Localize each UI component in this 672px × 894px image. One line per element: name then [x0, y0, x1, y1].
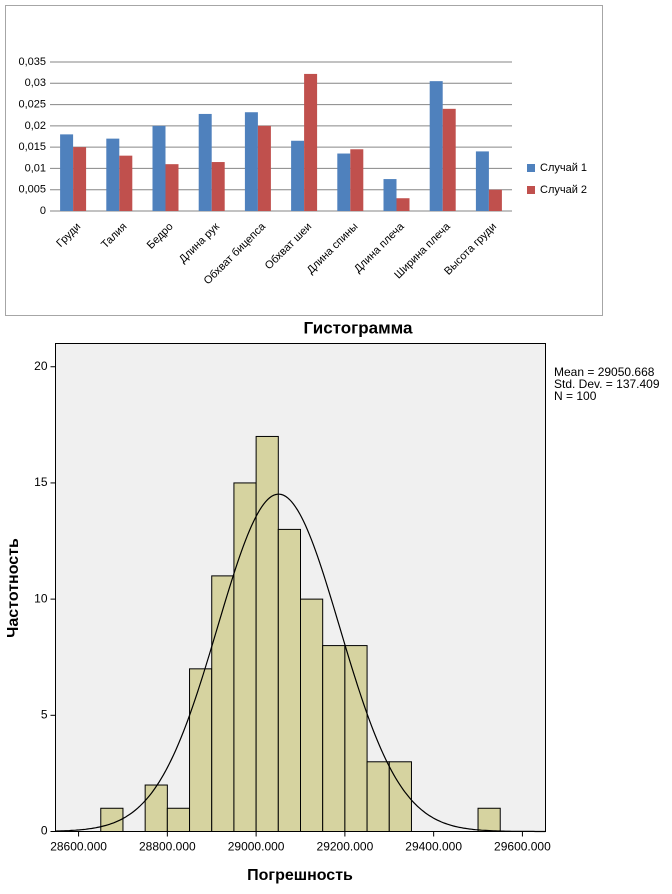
- bar: [442, 108, 456, 211]
- y-tick-label: 0,03: [25, 77, 46, 89]
- histogram-bar: [144, 784, 168, 832]
- bar: [488, 189, 502, 211]
- histogram-bar: [189, 668, 213, 832]
- y-tick-label: 0,005: [18, 184, 46, 196]
- stats-text: N = 100: [554, 389, 597, 403]
- legend-swatch: [527, 164, 535, 172]
- bar: [396, 198, 410, 211]
- y-tick-label: 0,015: [18, 141, 46, 153]
- histogram-bar: [277, 528, 302, 833]
- bar: [304, 73, 318, 211]
- bar: [198, 113, 212, 211]
- bar: [106, 138, 120, 211]
- bar: [475, 151, 489, 211]
- histogram-bar: [366, 761, 390, 832]
- bar: [429, 81, 443, 212]
- histogram-bar: [388, 761, 412, 832]
- x-tick-label: 29200.000: [317, 840, 374, 854]
- histogram-bar: [211, 575, 235, 833]
- y-tick-label: 0,025: [18, 98, 46, 110]
- histogram-bar: [233, 482, 257, 832]
- legend-swatch: [527, 186, 535, 194]
- x-tick-label: 29600.000: [494, 840, 551, 854]
- y-tick-label: 5: [41, 707, 48, 721]
- bar: [119, 155, 133, 211]
- x-tick-label: 28600.000: [50, 840, 107, 854]
- chart-title: Гистограмма: [304, 318, 413, 337]
- histogram-bar: [166, 807, 191, 832]
- x-tick-label: 29400.000: [405, 840, 462, 854]
- bar: [165, 164, 179, 211]
- bar: [257, 125, 271, 211]
- legend-label: Случай 2: [540, 184, 587, 196]
- y-tick-label: 20: [34, 359, 48, 373]
- x-axis-label: Погрешность: [247, 867, 353, 884]
- histogram-bar: [300, 598, 324, 832]
- bar: [60, 134, 74, 211]
- bar: [244, 112, 258, 211]
- histogram-bar: [322, 645, 346, 832]
- y-tick-label: 0: [41, 824, 48, 838]
- histogram-bar: [344, 645, 368, 832]
- y-tick-label: 10: [34, 591, 48, 605]
- bar: [383, 179, 397, 211]
- histogram-bar: [255, 435, 279, 832]
- bar: [152, 125, 166, 211]
- stats-text: Std. Dev. = 137.409: [554, 377, 660, 391]
- y-tick-label: 15: [34, 475, 48, 489]
- bar: [211, 162, 225, 211]
- bar: [73, 147, 87, 211]
- histogram-bar: [477, 807, 501, 832]
- legend-label: Случай 1: [540, 162, 587, 174]
- x-tick-label: 28800.000: [139, 840, 196, 854]
- x-tick-label: 29000.000: [228, 840, 285, 854]
- y-tick-label: 0,01: [25, 162, 46, 174]
- y-axis-label: Частотность: [5, 538, 22, 638]
- y-tick-label: 0,02: [25, 120, 46, 132]
- stats-text: Mean = 29050.668: [554, 365, 655, 379]
- bar: [337, 153, 351, 211]
- normal-curve: [55, 493, 546, 833]
- y-tick-label: 0: [40, 205, 46, 217]
- y-tick-label: 0,035: [18, 56, 46, 68]
- bar: [291, 140, 305, 211]
- bar: [350, 149, 364, 211]
